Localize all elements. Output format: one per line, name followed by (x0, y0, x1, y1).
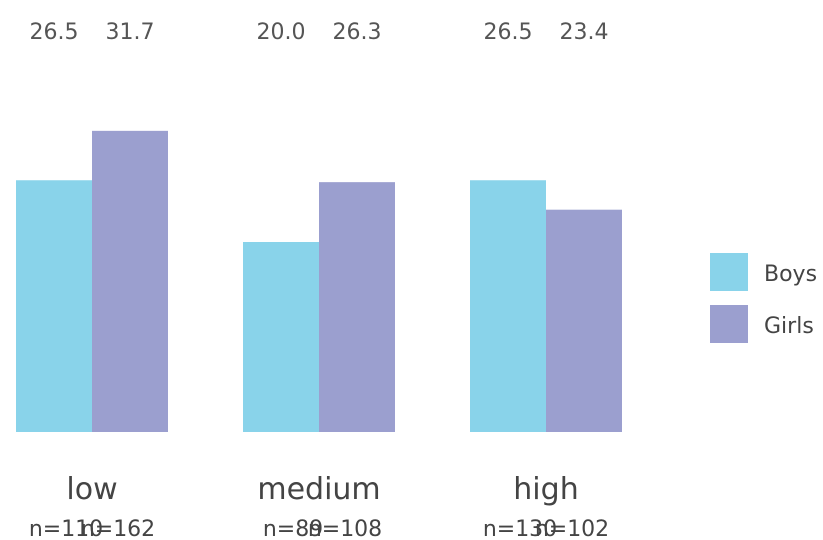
sample-size-label-low-boys: n=110 (29, 517, 103, 540)
value-label-medium-boys: 20.0 (257, 20, 306, 45)
value-label-low-boys: 26.5 (30, 20, 79, 45)
legend-swatch-girls (710, 305, 748, 343)
sample-size-label-high-boys: n=130 (483, 517, 557, 540)
legend-label-girls: Girls (764, 314, 814, 339)
value-label-high-girls: 23.4 (560, 20, 609, 45)
sample-size-label-high-girls: n=102 (535, 517, 609, 540)
category-label-low: low (66, 472, 117, 507)
bar-medium-girls (319, 182, 395, 432)
value-label-high-boys: 26.5 (484, 20, 533, 45)
sample-size-label-low-girls: n=162 (81, 517, 155, 540)
category-label-medium: medium (257, 472, 380, 507)
bar-low-boys (16, 180, 92, 432)
value-label-medium-girls: 26.3 (333, 20, 382, 45)
legend-swatch-boys (710, 253, 748, 291)
sample-size-label-medium-boys: n=89 (263, 517, 323, 540)
bar-high-girls (546, 209, 622, 432)
legend-label-boys: Boys (764, 262, 817, 287)
bar-high-boys (470, 180, 546, 432)
bar-medium-boys (243, 242, 319, 432)
category-label-high: high (513, 472, 578, 507)
sample-size-label-medium-girls: n=108 (308, 517, 382, 540)
value-label-low-girls: 31.7 (106, 20, 155, 45)
bar-low-girls (92, 130, 168, 432)
